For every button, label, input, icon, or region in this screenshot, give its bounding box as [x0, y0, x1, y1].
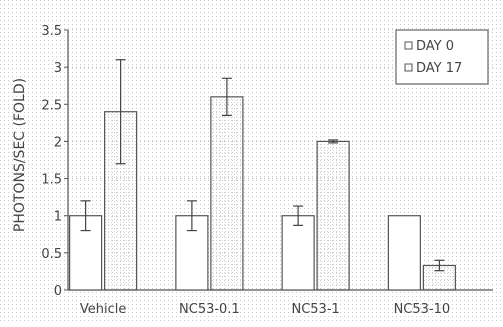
legend-swatch-day0: [404, 41, 413, 50]
legend-label-day17: DAY 17: [416, 61, 462, 76]
y-tick-label: 1.5: [41, 173, 62, 188]
legend-label-day0: DAY 0: [416, 39, 454, 54]
x-tick-label: NC53-1: [291, 302, 339, 317]
y-tick-label: 3.5: [41, 24, 62, 39]
y-tick-label: 0: [54, 284, 62, 299]
y-axis-label: PHOTONS/SEC (FOLD): [12, 78, 28, 232]
axes: [64, 29, 493, 291]
y-tick-label: 0.5: [41, 247, 62, 262]
error-bars: [80, 59, 445, 272]
x-tick-label: NC53-10: [394, 302, 451, 317]
bar-day17: [316, 140, 350, 291]
legend: DAY 0 DAY 17: [395, 29, 489, 85]
x-tick-label: NC53-0.1: [179, 302, 240, 317]
tick-labels: 0 0.5 1 1.5 2 2.5 3 3.5 Vehicle NC53-0.1 NC53-1 NC5…: [41, 24, 450, 317]
y-tick-label: 3: [54, 61, 62, 76]
y-tick-label: 2: [54, 135, 62, 150]
legend-swatch-day17: [404, 63, 413, 72]
legend-box: [395, 29, 489, 85]
y-tick-label: 2.5: [41, 98, 62, 113]
bar-day0: [281, 215, 315, 291]
x-tick-label: Vehicle: [80, 302, 127, 317]
bar-day0: [387, 215, 421, 291]
bars: [69, 96, 456, 291]
bar-day17: [210, 96, 244, 291]
y-tick-label: 1: [54, 210, 62, 225]
